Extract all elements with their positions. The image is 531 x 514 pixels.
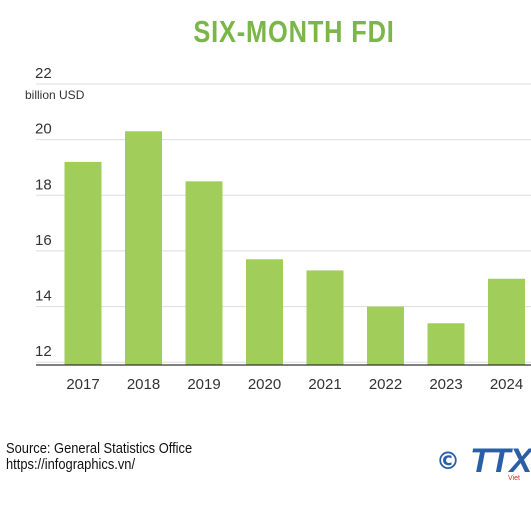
logo-text: TTX	[470, 444, 531, 480]
bar-2024	[488, 278, 525, 365]
source-note: Source: General Statistics Office	[6, 440, 193, 457]
bar-2020	[246, 259, 283, 365]
bar-2017	[64, 161, 102, 365]
bar-2021	[306, 270, 344, 365]
logo-subtext: Viet	[508, 475, 520, 482]
bars	[64, 131, 525, 365]
ttx-logo: © TTX Viet	[436, 444, 531, 488]
x-tick-label: 2019	[187, 376, 220, 393]
x-tick-label: 2018	[127, 376, 160, 393]
y-tick-label: 12	[35, 343, 52, 360]
y-tick-label: 22	[35, 65, 52, 82]
x-tick-label: 2023	[429, 376, 462, 393]
bar-2018	[125, 131, 162, 365]
y-tick-label: 16	[35, 232, 52, 249]
bar-2019	[185, 181, 223, 365]
y-tick-label: 20	[35, 121, 52, 138]
x-tick-label: 2024	[490, 376, 523, 393]
x-tick-label: 2021	[308, 376, 341, 393]
y-axis-unit-label: billion USD	[25, 88, 85, 102]
bar-2023	[427, 323, 465, 365]
copyright-icon: ©	[436, 447, 460, 475]
x-tick-label: 2022	[369, 376, 402, 393]
chart-title: SIX-MONTH FDI	[193, 14, 395, 49]
x-tick-label: 2017	[66, 376, 99, 393]
gridlines	[36, 83, 531, 363]
bar-2022	[367, 306, 404, 365]
x-tick-label: 2020	[248, 376, 281, 393]
source-url: https://infographics.vn/	[6, 456, 136, 473]
y-tick-label: 18	[35, 176, 52, 193]
y-tick-label: 14	[35, 288, 52, 305]
